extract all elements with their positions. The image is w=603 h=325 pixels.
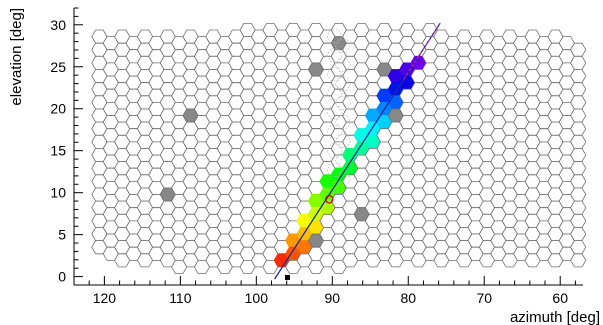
x-tick-label: 100	[245, 290, 269, 306]
y-tick-label: 15	[50, 143, 66, 159]
hexagon-pixel	[570, 213, 587, 228]
hexagon-pixel	[570, 161, 587, 176]
hexagon-pixel	[570, 227, 587, 241]
hexagon-pixel	[570, 108, 587, 123]
x-tick-label: 90	[325, 290, 341, 306]
x-tick-label: 110	[169, 290, 192, 306]
y-tick-label: 0	[58, 269, 66, 285]
hexagon-pixel	[570, 55, 587, 70]
module-boundary-hexagon	[334, 115, 351, 129]
module-boundary-hexagon	[326, 48, 343, 62]
hexagon-pixel	[570, 82, 587, 97]
module-boundary-hexagon	[334, 38, 351, 53]
x-tick-label: 80	[400, 290, 416, 306]
module-boundary-hexagon	[326, 67, 343, 82]
hexagon-pixel	[570, 42, 587, 57]
hexagon-pixel	[570, 240, 587, 255]
centroid-marker	[325, 195, 334, 204]
module-boundary-hexagon	[334, 172, 351, 186]
hexagon-pixel	[570, 134, 587, 149]
hexagon-pixel	[570, 187, 587, 202]
y-tick-label: 20	[50, 101, 66, 117]
y-axis-title: elevation [deg]	[8, 8, 25, 106]
fit-line-extension	[403, 22, 441, 80]
module-boundary-hexagon	[334, 57, 351, 72]
x-axis-title: azimuth [deg]	[510, 309, 600, 325]
source-position-marker	[284, 274, 290, 280]
fit-line-layer	[274, 22, 441, 280]
x-tick-label: 70	[476, 290, 492, 306]
y-axis-ticks: 0 5 10 15 20 25 30	[50, 7, 83, 286]
module-boundary-hexagon	[326, 143, 343, 158]
y-tick-label: 25	[50, 59, 66, 75]
hexagon-pixel	[570, 200, 587, 215]
module-boundary-hexagon	[326, 124, 343, 139]
x-tick-label: 60	[552, 290, 568, 306]
hexagon-pixel	[570, 95, 587, 110]
axes: 120 110 100 90 80 70 60 0 5 10 15 20 25 30 azimuth […	[8, 7, 600, 325]
x-axis-ticks: 120 110 100 90 80 70 60	[73, 276, 576, 306]
y-tick-label: 5	[58, 227, 66, 243]
module-boundary-hexagon	[326, 162, 343, 177]
hexagon-pixel	[570, 174, 587, 189]
y-tick-label: 10	[50, 185, 66, 201]
hexagon-pixel	[570, 69, 587, 84]
module-boundary-hexagon	[334, 134, 351, 148]
y-tick-label: 30	[50, 17, 66, 33]
x-tick-label: 120	[93, 290, 117, 306]
module-boundary-hexagon	[326, 86, 343, 101]
module-boundary-hexagon	[334, 76, 351, 91]
module-boundary-hexagon	[326, 105, 343, 120]
hexagon-pixel	[570, 148, 587, 162]
hexagon-pixel	[570, 121, 587, 136]
hexagon-grid	[91, 23, 587, 274]
hexagon-pixel	[570, 253, 587, 268]
module-boundary-hexagon	[334, 95, 351, 110]
module-boundary-hexagon	[326, 29, 343, 43]
